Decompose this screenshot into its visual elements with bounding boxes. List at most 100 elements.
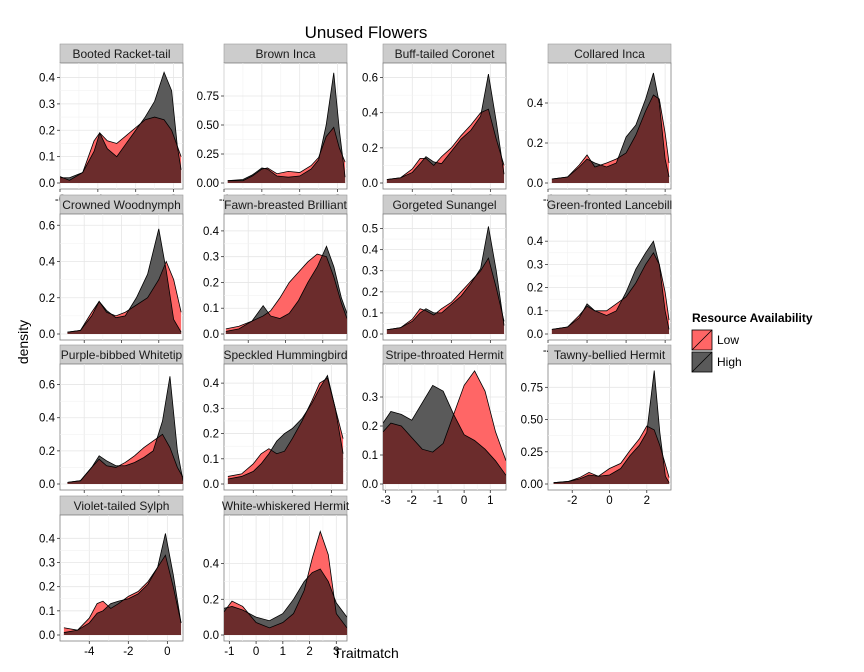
density-area-overlap bbox=[227, 378, 344, 484]
y-tick-label: 0.0 bbox=[39, 630, 55, 642]
y-tick-label: 0.2 bbox=[39, 125, 55, 137]
y-tick-label: 0.4 bbox=[39, 413, 56, 425]
y-tick-label: 0.1 bbox=[362, 308, 378, 320]
x-tick-label: 0 bbox=[606, 495, 612, 507]
density-line-low bbox=[224, 530, 347, 629]
x-tick-label: 1 bbox=[487, 495, 493, 507]
legend-label: High bbox=[717, 355, 742, 369]
y-tick-label: 0.4 bbox=[203, 559, 220, 571]
y-tick-label: 0.2 bbox=[39, 293, 55, 305]
density-areas bbox=[551, 72, 670, 183]
y-tick-label: 0.50 bbox=[521, 415, 543, 427]
density-areas bbox=[225, 245, 347, 334]
y-tick-label: 0.00 bbox=[197, 178, 219, 190]
x-tick-label: -2 bbox=[123, 646, 133, 658]
density-area-overlap bbox=[386, 258, 505, 334]
density-line-high bbox=[551, 240, 670, 330]
facet-panel: Gorgeted Sunangel-4-200.00.10.20.30.40.5 bbox=[362, 194, 507, 357]
y-tick-label: 0.6 bbox=[39, 380, 55, 392]
density-areas bbox=[60, 71, 182, 183]
density-line-low bbox=[553, 425, 670, 484]
y-tick-label: 0.4 bbox=[39, 257, 56, 269]
facet-panel: Fawn-breasted Brilliant-4-200.00.10.20.3… bbox=[203, 194, 348, 357]
y-tick-label: 0.2 bbox=[203, 594, 219, 606]
facet-panel: Crowned Woodnymph-4-200.00.20.40.6 bbox=[39, 194, 184, 357]
density-line-high bbox=[227, 72, 346, 182]
x-axis-title: Traitmatch bbox=[333, 645, 399, 661]
density-areas bbox=[67, 228, 182, 334]
density-line-high bbox=[553, 370, 670, 484]
legend-entry: High bbox=[691, 351, 742, 373]
facet-strip-label: Buff-tailed Coronet bbox=[395, 47, 496, 61]
density-areas bbox=[551, 240, 670, 334]
y-tick-label: 0.4 bbox=[362, 245, 379, 257]
density-line-low bbox=[60, 116, 182, 181]
x-tick-label: -3 bbox=[380, 495, 390, 507]
chart-title: Unused Flowers bbox=[305, 23, 428, 42]
y-tick-label: 0.4 bbox=[203, 378, 220, 390]
density-line-high bbox=[383, 384, 506, 476]
y-tick-label: 0.1 bbox=[203, 454, 219, 466]
x-tick-label: 0 bbox=[164, 646, 170, 658]
y-tick-label: 0.4 bbox=[362, 108, 379, 120]
density-line-high bbox=[63, 533, 182, 633]
x-tick-label: 0 bbox=[461, 495, 467, 507]
y-tick-label: 0.1 bbox=[203, 303, 219, 315]
density-area-overlap bbox=[553, 426, 670, 484]
y-tick-label: 0.6 bbox=[362, 73, 378, 85]
density-area-overlap bbox=[60, 117, 182, 183]
y-axis-title: density bbox=[15, 320, 31, 364]
y-tick-label: 0.4 bbox=[39, 533, 56, 545]
density-line-low bbox=[227, 126, 346, 182]
y-tick-label: 0.2 bbox=[39, 446, 55, 458]
y-tick-label: 0.75 bbox=[521, 382, 543, 394]
density-areas bbox=[67, 376, 183, 484]
facet-strip-label: Green-fronted Lancebill bbox=[547, 198, 672, 212]
facet-strip-label: Violet-tailed Sylph bbox=[74, 499, 170, 513]
facet-strip-label: Purple-bibbed Whitetip bbox=[61, 348, 183, 362]
density-areas bbox=[386, 73, 505, 183]
density-line-high bbox=[225, 245, 347, 332]
y-tick-label: 0.3 bbox=[203, 403, 219, 415]
density-line-high bbox=[60, 71, 182, 179]
density-line-low bbox=[227, 377, 344, 477]
legend-label: Low bbox=[717, 333, 739, 347]
x-tick-label: -4 bbox=[84, 646, 95, 658]
density-area-overlap bbox=[67, 261, 182, 334]
density-line-low bbox=[383, 370, 506, 461]
y-tick-label: 0.3 bbox=[203, 252, 219, 264]
legend-key-line bbox=[691, 329, 713, 351]
y-tick-label: 0.2 bbox=[527, 283, 543, 295]
y-tick-label: 0.4 bbox=[39, 73, 56, 85]
y-tick-label: 0.0 bbox=[203, 479, 219, 491]
density-line-high bbox=[227, 374, 344, 480]
facet-strip-label: Crowned Woodnymph bbox=[62, 198, 181, 212]
facet-strip-label: Fawn-breasted Brilliant bbox=[224, 198, 347, 212]
density-line-high bbox=[67, 228, 182, 333]
facet-panel: Buff-tailed Coronet-4-200.00.20.40.6 bbox=[362, 43, 507, 206]
y-tick-label: 0.4 bbox=[527, 98, 544, 110]
y-tick-label: 0.0 bbox=[39, 178, 55, 190]
density-areas bbox=[227, 72, 346, 183]
density-area-overlap bbox=[67, 434, 183, 484]
y-tick-label: 0.3 bbox=[39, 99, 55, 111]
y-tick-label: 0.2 bbox=[362, 143, 378, 155]
density-line-low bbox=[386, 257, 505, 331]
legend-entry: Low bbox=[691, 329, 739, 351]
facet-strip-label: Booted Racket-tail bbox=[72, 47, 170, 61]
density-line-high bbox=[386, 226, 505, 331]
y-tick-label: 0.25 bbox=[197, 149, 219, 161]
density-line-high bbox=[67, 376, 183, 483]
x-tick-label: 2 bbox=[306, 646, 312, 658]
density-line-low bbox=[386, 108, 505, 180]
y-tick-label: 0.5 bbox=[362, 224, 378, 236]
density-line-low bbox=[67, 260, 182, 333]
y-tick-label: 0.0 bbox=[362, 479, 378, 491]
facet-panel: White-whiskered Hermit -1 0 1 2 3 0.0 0.2 0.4 bbox=[203, 495, 350, 658]
y-tick-label: 0.00 bbox=[521, 479, 543, 491]
y-tick-label: 0.0 bbox=[203, 329, 219, 341]
x-tick-label: -2 bbox=[407, 495, 417, 507]
y-tick-label: 0.1 bbox=[39, 606, 55, 618]
